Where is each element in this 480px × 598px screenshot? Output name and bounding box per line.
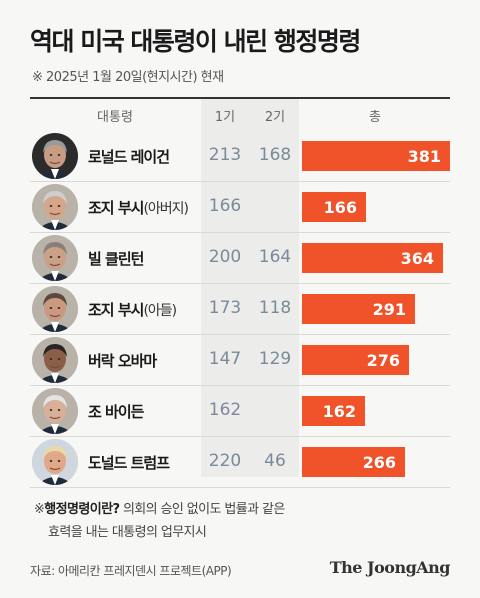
president-name-main: 빌 클린턴 [88, 250, 144, 268]
row-divider [30, 436, 450, 437]
term2-value: 129 [258, 349, 292, 369]
president-portrait [32, 184, 78, 230]
total-bar-label: 166 [323, 198, 357, 217]
term2-value: 168 [258, 145, 292, 165]
term1-value: 213 [208, 145, 242, 165]
term1-value: 200 [208, 247, 242, 267]
header-term2: 2기 [264, 110, 286, 125]
table-row: 조지 부시(아버지) 166 166 [30, 182, 450, 232]
portrait-icon [32, 235, 78, 281]
president-portrait [32, 337, 78, 383]
president-name-main: 버락 오바마 [88, 352, 157, 370]
term1-value: 162 [208, 400, 242, 420]
president-name-main: 조 바이든 [88, 403, 144, 421]
president-name: 조지 부시(아버지) [88, 197, 189, 218]
chart-title: 역대 미국 대통령이 내린 행정명령 [30, 27, 361, 56]
president-name: 버락 오바마 [88, 350, 157, 371]
total-bar: 364 [302, 243, 443, 273]
president-name-suffix: (아들) [143, 303, 177, 319]
portrait-icon [32, 184, 78, 230]
president-name: 도널드 트럼프 [88, 452, 170, 473]
portrait-icon [32, 133, 78, 179]
row-divider [30, 487, 450, 488]
total-bar-label: 266 [362, 453, 396, 472]
table-row: 빌 클린턴 200 164 364 [30, 233, 450, 283]
term1-value: 173 [208, 298, 242, 318]
table-row: 도널드 트럼프 220 46 266 [30, 437, 450, 487]
term1-value: 166 [208, 196, 242, 216]
president-portrait [32, 133, 78, 179]
president-name-main: 조지 부시 [88, 199, 144, 217]
term1-value: 220 [208, 451, 242, 471]
total-bar-label: 381 [407, 147, 441, 166]
footnote-line2: 효력을 내는 대통령의 업무지시 [48, 525, 207, 540]
table-row: 버락 오바마 147 129 276 [30, 335, 450, 385]
header-president: 대통령 [97, 110, 133, 125]
term2-value: 164 [258, 247, 292, 267]
table-header: 대통령 1기 2기 총 [30, 97, 450, 129]
portrait-icon [32, 388, 78, 434]
president-name-suffix: (아버지) [143, 201, 189, 217]
total-bar-label: 162 [322, 402, 356, 421]
president-portrait [32, 286, 78, 332]
footnote-term: 행정명령이란? [44, 502, 120, 517]
president-portrait [32, 439, 78, 485]
header-term1: 1기 [214, 110, 236, 125]
total-bar: 381 [302, 141, 450, 171]
total-bar: 291 [302, 294, 415, 324]
president-name: 조 바이든 [88, 401, 144, 422]
total-bar: 166 [302, 192, 366, 222]
president-name: 로널드 레이건 [88, 146, 170, 167]
footnote-line1: 의회의 승인 없이도 법률과 같은 [119, 502, 285, 517]
portrait-icon [32, 286, 78, 332]
table-row: 조지 부시(아들) 173 118 291 [30, 284, 450, 334]
portrait-icon [32, 439, 78, 485]
term-columns-background [201, 99, 299, 477]
row-divider [30, 232, 450, 233]
row-divider [30, 334, 450, 335]
chart-subtitle: ※ 2025년 1월 20일(현지시간) 현재 [32, 70, 224, 85]
term2-value: 118 [258, 298, 292, 318]
president-portrait [32, 235, 78, 281]
publisher-logo: The JoongAng [329, 558, 451, 577]
term2-value: 46 [264, 451, 286, 471]
row-divider [30, 385, 450, 386]
total-bar-label: 291 [372, 300, 406, 319]
total-bar: 162 [302, 396, 365, 426]
row-divider [30, 283, 450, 284]
president-portrait [32, 388, 78, 434]
total-bar: 276 [302, 345, 409, 375]
president-name-main: 로널드 레이건 [88, 148, 170, 166]
term1-value: 147 [208, 349, 242, 369]
source-text: 자료: 아메리칸 프레지덴시 프로젝트(APP) [30, 564, 232, 578]
table-row: 조 바이든 162 162 [30, 386, 450, 436]
president-name: 빌 클린턴 [88, 248, 144, 269]
row-divider [30, 181, 450, 182]
total-bar-label: 276 [366, 351, 400, 370]
header-total: 총 [369, 110, 381, 125]
president-name-main: 도널드 트럼프 [88, 454, 170, 472]
portrait-icon [32, 337, 78, 383]
table-row: 로널드 레이건 213 168 381 [30, 131, 450, 181]
footnote-prefix: ※ [34, 502, 45, 517]
footnote: ※행정명령이란? 의회의 승인 없이도 법률과 같은 효력을 내는 대통령의 업… [34, 498, 285, 544]
president-name: 조지 부시(아들) [88, 299, 177, 320]
total-bar: 266 [302, 447, 405, 477]
total-bar-label: 364 [400, 249, 434, 268]
president-name-main: 조지 부시 [88, 301, 144, 319]
